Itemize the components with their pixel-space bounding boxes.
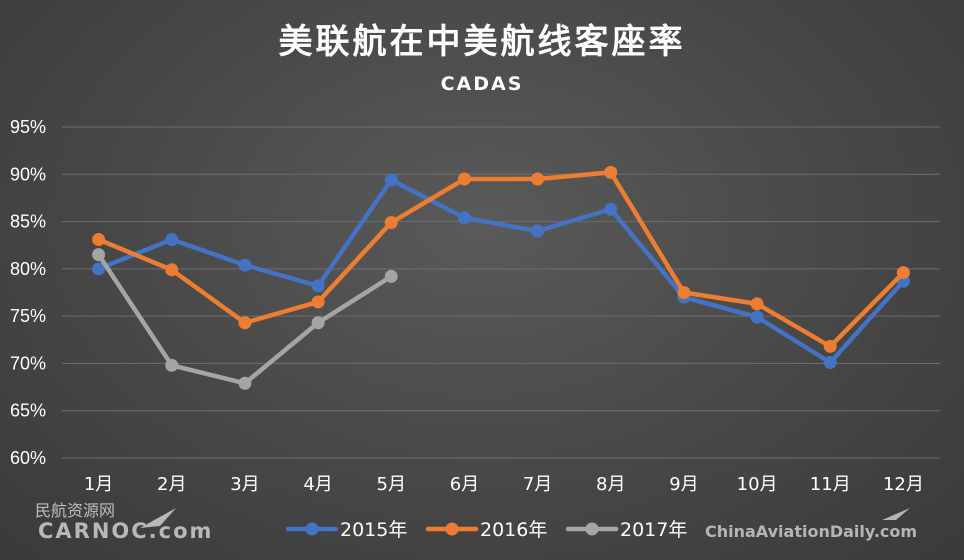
data-point [677, 286, 691, 299]
legend-item: 2017年 [565, 519, 687, 541]
x-tick-label: 9月 [669, 474, 698, 495]
y-tick-label: 60% [10, 448, 46, 468]
data-point [165, 233, 179, 247]
data-point [311, 316, 325, 330]
y-tick-label: 65% [10, 401, 46, 421]
x-tick-label: 5月 [377, 474, 406, 495]
y-tick-label: 90% [10, 164, 46, 184]
legend-item: 2016年 [425, 519, 547, 541]
series-group [92, 165, 910, 390]
legend-label: 2015年 [340, 519, 407, 541]
data-point [604, 165, 618, 179]
data-point [165, 358, 179, 372]
series-2016年 [92, 165, 910, 353]
series-2015年 [92, 173, 910, 369]
legend-label: 2017年 [620, 519, 687, 541]
series-line [96, 177, 906, 365]
data-point [457, 211, 471, 225]
data-point [823, 355, 837, 369]
x-axis-ticks: 1月 2月 3月 4月 5月 6月 7月 8月 9月 10月 11月 12月 [84, 474, 924, 495]
y-tick-label: 95% [10, 117, 46, 137]
legend-swatch-marker [445, 522, 459, 536]
watermark-cn-text: 民航资源网 [35, 501, 115, 520]
data-point [165, 263, 179, 277]
data-point [457, 172, 471, 186]
data-point [238, 258, 252, 272]
y-tick-label: 80% [10, 259, 46, 279]
y-tick-label: 85% [10, 212, 46, 232]
x-tick-label: 3月 [230, 474, 259, 495]
x-tick-label: 12月 [883, 474, 924, 495]
watermark-left: 民航资源网 CARNOC.com [35, 501, 213, 543]
y-tick-label: 70% [10, 353, 46, 373]
data-point [238, 376, 252, 390]
x-tick-label: 4月 [303, 474, 332, 495]
legend-item: 2015年 [285, 519, 407, 541]
data-point [531, 172, 545, 186]
x-tick-label: 1月 [84, 474, 113, 495]
chart-title: 美联航在中美航线客座率 [279, 22, 686, 62]
data-point [384, 216, 398, 230]
data-point [92, 233, 106, 247]
x-tick-label: 8月 [596, 474, 625, 495]
data-point [896, 266, 910, 280]
gridlines [62, 126, 940, 459]
legend-label: 2016年 [480, 519, 547, 541]
x-tick-label: 11月 [810, 474, 851, 495]
x-tick-label: 10月 [737, 474, 778, 495]
watermark-right: ChinaAviationDaily.com [705, 508, 917, 541]
data-point [750, 310, 764, 324]
x-tick-label: 7月 [523, 474, 552, 495]
y-tick-label: 75% [10, 306, 46, 326]
y-axis-ticks: 95% 90% 85% 80% 75% 70% 65% 60% [10, 117, 46, 468]
legend: 2015年 2016年 2017年 [285, 519, 687, 541]
data-point [238, 316, 252, 330]
data-point [92, 248, 106, 262]
plane-logo-icon [882, 508, 910, 520]
data-point [384, 173, 398, 187]
series-2017年 [92, 248, 398, 390]
series-line [96, 170, 906, 349]
data-point [823, 339, 837, 353]
data-point [384, 269, 398, 283]
watermark-cad-text: ChinaAviationDaily.com [705, 522, 917, 541]
watermark-carnoc-text: CARNOC.com [38, 519, 213, 543]
chart-subtitle: CADAS [441, 73, 524, 95]
plane-logo-icon [140, 508, 176, 528]
data-point [750, 297, 764, 311]
x-tick-label: 6月 [450, 474, 479, 495]
x-tick-label: 2月 [157, 474, 186, 495]
legend-swatch-marker [585, 522, 599, 536]
data-point [311, 279, 325, 293]
data-point [531, 224, 545, 238]
data-point [311, 295, 325, 309]
legend-swatch-marker [305, 522, 319, 536]
data-point [92, 262, 106, 276]
data-point [604, 202, 618, 216]
